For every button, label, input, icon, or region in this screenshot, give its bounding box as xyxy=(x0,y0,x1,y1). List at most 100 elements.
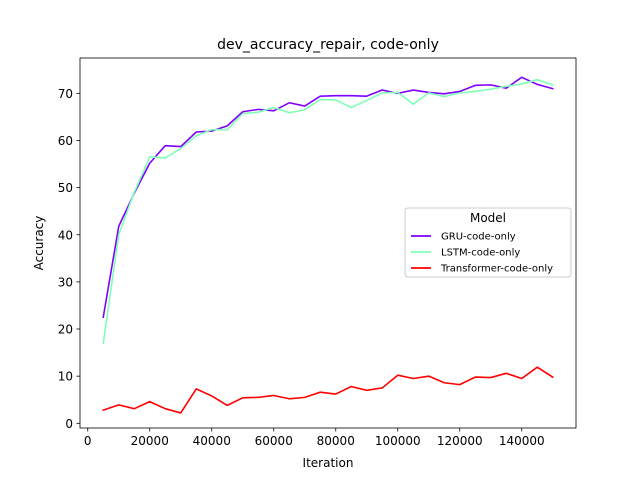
data-point xyxy=(521,377,523,379)
data-point xyxy=(149,162,151,164)
legend-label: LSTM-code-only xyxy=(441,248,520,259)
data-point xyxy=(552,376,554,378)
y-tick-label: 40 xyxy=(58,228,73,242)
data-point xyxy=(505,85,507,87)
data-point xyxy=(412,377,414,379)
legend-item-1: GRU-code-only xyxy=(411,232,516,243)
x-axis-label: Iteration xyxy=(303,456,354,470)
data-point xyxy=(335,95,337,97)
data-point xyxy=(164,157,166,159)
legend-title: Model xyxy=(470,211,506,225)
data-point xyxy=(133,407,135,409)
data-point xyxy=(242,112,244,114)
data-point xyxy=(288,111,290,113)
legend-item-2: LSTM-code-only xyxy=(411,248,520,259)
data-point xyxy=(149,156,151,158)
series-1 xyxy=(102,76,554,319)
data-point xyxy=(195,388,197,390)
data-point xyxy=(319,391,321,393)
data-point xyxy=(521,83,523,85)
legend-frame xyxy=(404,207,572,278)
x-tick-label: 60000 xyxy=(255,434,293,448)
data-point xyxy=(490,376,492,378)
data-point xyxy=(226,128,228,130)
data-point xyxy=(474,376,476,378)
data-point xyxy=(474,84,476,86)
data-point xyxy=(195,131,197,133)
data-point xyxy=(366,99,368,101)
legend: Model GRU-code-only LSTM-code-only Transfo… xyxy=(404,207,572,278)
x-tick-label: 20000 xyxy=(131,434,169,448)
data-point xyxy=(366,95,368,97)
y-tick-label: 30 xyxy=(58,275,73,289)
data-point xyxy=(381,92,383,94)
series-3 xyxy=(102,366,554,414)
data-point xyxy=(536,366,538,368)
data-point xyxy=(443,93,445,95)
plot-frame xyxy=(79,57,577,429)
data-point xyxy=(412,89,414,91)
chart-title: dev_accuracy_repair, code-only xyxy=(217,37,439,53)
data-point xyxy=(273,110,275,112)
data-point xyxy=(490,88,492,90)
x-tick-label: 120000 xyxy=(437,434,483,448)
y-tick-label: 10 xyxy=(58,370,73,384)
data-point xyxy=(164,407,166,409)
data-point xyxy=(552,84,554,86)
data-point xyxy=(102,316,104,318)
x-tick-label: 40000 xyxy=(193,434,231,448)
data-point xyxy=(397,374,399,376)
axes-layer: 0 20000 40000 60000 80000 100000 120000 140000 0… xyxy=(58,57,577,448)
data-point xyxy=(490,84,492,86)
data-point xyxy=(304,109,306,111)
data-point xyxy=(350,106,352,108)
data-point xyxy=(211,128,213,130)
y-tick-label: 50 xyxy=(58,181,73,195)
data-point xyxy=(242,397,244,399)
data-point xyxy=(304,396,306,398)
data-point xyxy=(459,92,461,94)
data-point xyxy=(288,102,290,104)
series-line-1 xyxy=(102,76,554,319)
data-point xyxy=(102,409,104,411)
data-point xyxy=(149,400,151,402)
data-point xyxy=(273,394,275,396)
data-point xyxy=(164,144,166,146)
data-point xyxy=(226,125,228,127)
series-line-3 xyxy=(102,366,554,414)
series-2 xyxy=(102,78,554,345)
data-point xyxy=(505,372,507,374)
x-tick-label: 80000 xyxy=(317,434,355,448)
data-point xyxy=(226,404,228,406)
data-point xyxy=(366,389,368,391)
y-axis-label: Accuracy xyxy=(32,216,46,271)
data-point xyxy=(459,383,461,385)
data-point xyxy=(180,147,182,149)
data-point xyxy=(211,395,213,397)
data-point xyxy=(381,89,383,91)
x-tick-label: 0 xyxy=(84,434,92,448)
data-point xyxy=(335,393,337,395)
data-point xyxy=(195,135,197,137)
data-point xyxy=(335,99,337,101)
data-point xyxy=(350,385,352,387)
data-point xyxy=(397,91,399,93)
data-point xyxy=(118,225,120,227)
data-point xyxy=(180,412,182,414)
data-point xyxy=(118,234,120,236)
data-point xyxy=(102,342,104,344)
data-point xyxy=(288,398,290,400)
data-point xyxy=(552,87,554,89)
y-tick-label: 0 xyxy=(65,417,73,431)
data-point xyxy=(381,387,383,389)
data-point xyxy=(536,78,538,80)
x-tick-label: 140000 xyxy=(499,434,545,448)
data-point xyxy=(257,396,259,398)
y-tick-label: 70 xyxy=(58,87,73,101)
data-point xyxy=(443,382,445,384)
data-point xyxy=(412,103,414,105)
series-layer xyxy=(102,76,554,414)
data-point xyxy=(474,90,476,92)
data-point xyxy=(536,83,538,85)
data-point xyxy=(428,92,430,94)
